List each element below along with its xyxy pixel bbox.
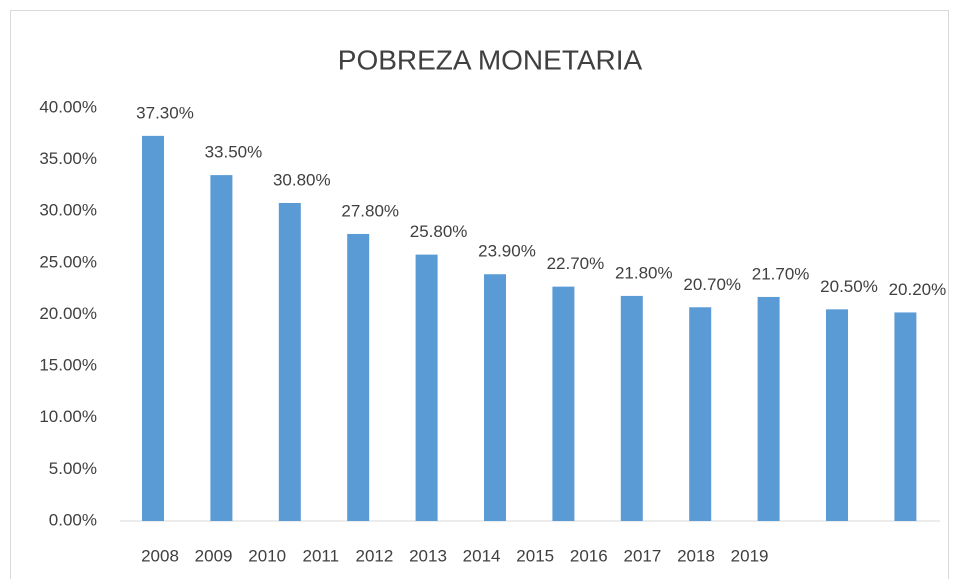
bar [415,254,438,522]
x-tick-label: 2013 [409,546,447,565]
bar [552,286,575,521]
bar [894,312,917,521]
value-label: 20.50% [820,277,878,296]
bar [278,202,301,522]
bar [826,309,848,521]
bar [689,307,712,521]
value-label: 23.90% [478,242,536,261]
y-tick-label: 40.00% [39,97,97,116]
x-tick-label: 2011 [303,546,340,565]
x-tick-label: 2015 [516,546,554,565]
value-label: 22.70% [547,254,605,273]
y-tick-label: 20.00% [39,304,97,323]
value-label: 20.20% [889,280,947,299]
x-tick-label: 2009 [195,546,233,565]
chart-title: POBREZA MONETARIA [338,44,643,75]
bar [347,233,370,521]
value-label: 27.80% [341,201,399,220]
bar [757,296,780,521]
y-tick-label: 25.00% [39,252,97,271]
x-tick-label: 2012 [355,546,393,565]
y-tick-label: 10.00% [39,407,97,426]
x-tick-label: 2016 [570,546,608,565]
bar [620,295,643,521]
value-label: 21.80% [615,263,673,282]
value-label: 37.30% [136,103,194,122]
value-label: 30.80% [273,170,331,189]
chart-frame [10,10,949,579]
x-tick-label: 2014 [463,546,501,565]
bar [142,135,164,521]
y-tick-label: 0.00% [49,510,97,529]
value-label: 25.80% [410,222,468,241]
y-tick-label: 15.00% [39,356,97,375]
x-tick-label: 2019 [731,546,769,565]
bar [210,175,233,522]
x-tick-label: 2010 [248,546,286,565]
value-label: 21.70% [752,264,810,283]
y-tick-label: 35.00% [39,149,97,168]
bar [484,274,506,521]
value-label: 33.50% [205,143,263,162]
value-label: 20.70% [683,275,741,294]
y-tick-label: 30.00% [39,201,97,220]
x-tick-label: 2008 [141,546,179,565]
y-tick-label: 5.00% [49,459,97,478]
x-tick-label: 2018 [677,546,715,565]
x-tick-label: 2017 [623,546,661,565]
